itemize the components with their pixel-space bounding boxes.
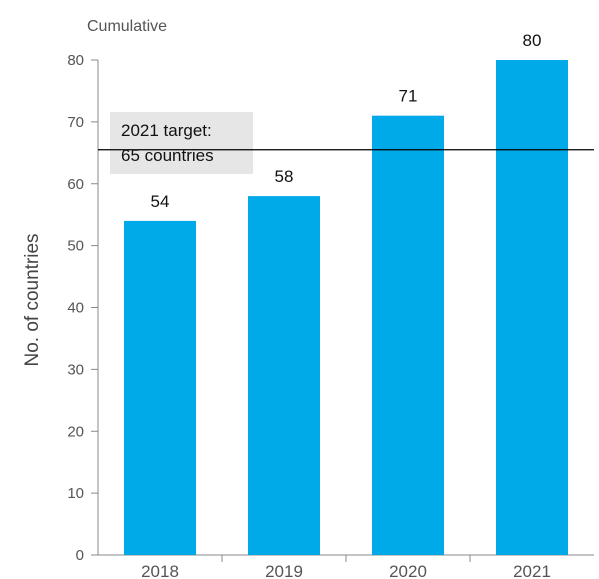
bar-2020 (372, 115, 444, 555)
y-tick-label-70: 70 (67, 114, 84, 131)
y-tick-label-80: 80 (67, 52, 84, 69)
bars: 54 58 71 80 (124, 31, 568, 555)
axes: 0 10 20 30 40 50 60 70 80 2018 2019 2020 2021 (67, 52, 594, 579)
chart-subtitle: Cumulative (87, 18, 167, 35)
y-tick-label-0: 0 (76, 547, 84, 564)
y-tick-label-50: 50 (67, 238, 84, 255)
target-annotation: 2021 target: 65 countries (98, 112, 594, 174)
data-label-2018: 54 (151, 192, 170, 211)
data-label-2021: 80 (523, 31, 542, 50)
x-tick-label-2021: 2021 (513, 562, 551, 579)
bar-2018 (124, 220, 196, 555)
data-label-2019: 58 (275, 167, 294, 186)
y-tick-label-10: 10 (67, 485, 84, 502)
bar-2021 (496, 60, 568, 555)
y-tick-label-40: 40 (67, 300, 84, 317)
x-tick-label-2018: 2018 (141, 562, 179, 579)
data-label-2020: 71 (399, 87, 418, 106)
x-tick-label-2019: 2019 (265, 562, 303, 579)
y-tick-label-30: 30 (67, 361, 84, 378)
target-label-line2: 65 countries (121, 146, 214, 165)
y-tick-label-60: 60 (67, 176, 84, 193)
target-label-line1: 2021 target: (121, 121, 212, 140)
y-tick-label-20: 20 (67, 423, 84, 440)
x-tick-label-2020: 2020 (389, 562, 427, 579)
target-label-box (110, 112, 253, 174)
bar-2019 (248, 196, 320, 555)
y-axis-label: No. of countries (22, 233, 43, 366)
